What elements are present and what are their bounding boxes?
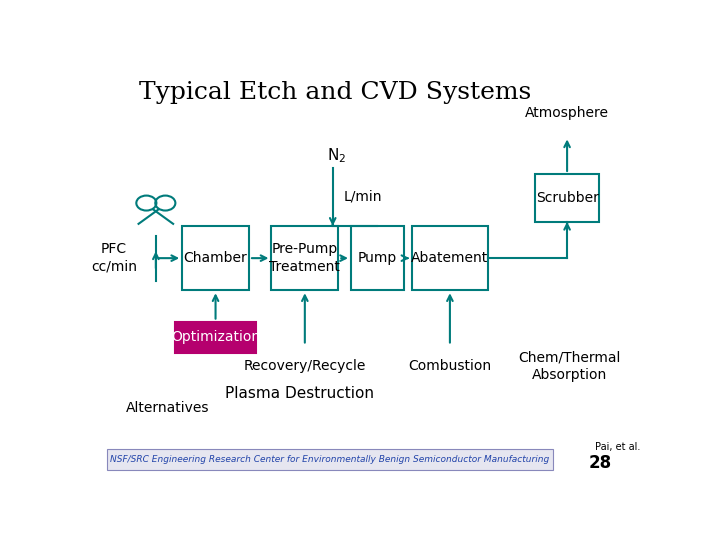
FancyBboxPatch shape: [182, 226, 249, 291]
Text: Combustion: Combustion: [408, 359, 492, 373]
FancyBboxPatch shape: [413, 226, 487, 291]
Text: NSF/SRC Engineering Research Center for Environmentally Benign Semiconductor Man: NSF/SRC Engineering Research Center for …: [110, 455, 549, 464]
Text: N$_2$: N$_2$: [327, 146, 346, 165]
Text: Atmosphere: Atmosphere: [525, 106, 609, 120]
Text: Optimization: Optimization: [171, 330, 260, 344]
Text: Pre-Pump
Treatment: Pre-Pump Treatment: [269, 242, 341, 274]
Text: PFC
cc/min: PFC cc/min: [91, 242, 137, 274]
Text: Abatement: Abatement: [411, 251, 489, 265]
FancyBboxPatch shape: [107, 449, 553, 470]
Text: Pai, et al.: Pai, et al.: [595, 442, 640, 451]
Text: Alternatives: Alternatives: [126, 401, 210, 415]
Text: Chem/Thermal
Absorption: Chem/Thermal Absorption: [518, 350, 621, 382]
Text: L/min: L/min: [344, 190, 382, 204]
Text: Scrubber: Scrubber: [536, 191, 598, 205]
Text: Chamber: Chamber: [184, 251, 248, 265]
Text: 28: 28: [589, 454, 612, 472]
FancyBboxPatch shape: [351, 226, 404, 291]
FancyBboxPatch shape: [175, 321, 256, 353]
Text: Recovery/Recycle: Recovery/Recycle: [243, 359, 366, 373]
Text: Typical Etch and CVD Systems: Typical Etch and CVD Systems: [140, 82, 531, 104]
Text: Pump: Pump: [358, 251, 397, 265]
FancyBboxPatch shape: [271, 226, 338, 291]
FancyBboxPatch shape: [535, 174, 599, 222]
Text: Plasma Destruction: Plasma Destruction: [225, 386, 374, 401]
